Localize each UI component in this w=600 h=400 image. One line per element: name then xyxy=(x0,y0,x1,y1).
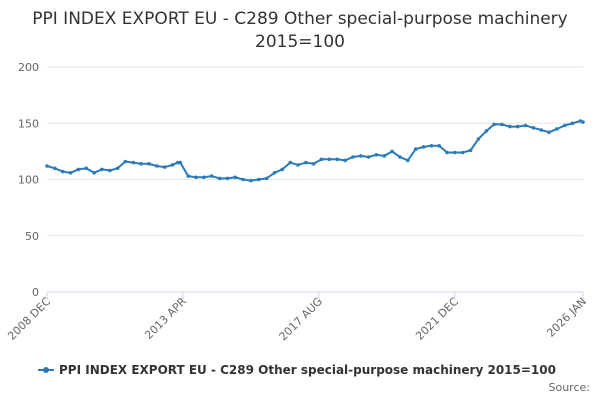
data-point[interactable] xyxy=(374,153,379,157)
y-tick-label: 100 xyxy=(18,174,39,187)
data-point[interactable] xyxy=(581,120,585,124)
data-point[interactable] xyxy=(280,167,285,172)
data-point[interactable] xyxy=(531,126,536,130)
data-point[interactable] xyxy=(304,160,308,165)
data-point[interactable] xyxy=(92,171,96,175)
gridlines xyxy=(47,66,583,237)
source-label: Source: xyxy=(548,381,591,394)
data-point[interactable] xyxy=(468,148,473,153)
data-point[interactable] xyxy=(84,166,88,171)
data-point[interactable] xyxy=(327,157,332,162)
data-point[interactable] xyxy=(68,171,73,175)
data-point[interactable] xyxy=(115,166,120,171)
data-point[interactable] xyxy=(162,165,167,169)
data-point[interactable] xyxy=(60,169,65,174)
data-point[interactable] xyxy=(555,127,559,131)
y-tick-label: 0 xyxy=(32,286,39,299)
data-point[interactable] xyxy=(139,162,143,166)
y-tick-label: 150 xyxy=(18,117,39,130)
data-point[interactable] xyxy=(155,164,159,168)
data-point[interactable] xyxy=(264,176,269,181)
data-point[interactable] xyxy=(335,157,340,162)
data-point[interactable] xyxy=(170,163,175,167)
data-point[interactable] xyxy=(319,157,324,162)
data-point[interactable] xyxy=(570,121,575,126)
data-point[interactable] xyxy=(147,162,151,166)
legend-symbol xyxy=(38,365,54,375)
data-point[interactable] xyxy=(45,164,49,168)
data-point[interactable] xyxy=(366,155,371,159)
data-point[interactable] xyxy=(233,175,238,180)
data-point[interactable] xyxy=(421,145,426,149)
x-tick-label: 2013 APR xyxy=(142,295,189,342)
data-point[interactable] xyxy=(492,122,496,127)
legend-dot xyxy=(43,367,49,373)
data-point[interactable] xyxy=(539,128,543,132)
data-point[interactable] xyxy=(406,158,410,163)
data-point[interactable] xyxy=(562,123,567,128)
data-point[interactable] xyxy=(508,124,512,129)
data-point[interactable] xyxy=(76,167,81,172)
series-line xyxy=(46,120,584,182)
y-tick-label: 50 xyxy=(25,230,39,243)
data-point[interactable] xyxy=(178,160,183,165)
chart-title: PPI INDEX EXPORT EU - C289 Other special… xyxy=(32,9,568,52)
data-point[interactable] xyxy=(351,155,355,159)
data-point[interactable] xyxy=(288,160,293,165)
data-point[interactable] xyxy=(398,155,402,159)
data-point[interactable] xyxy=(186,174,190,178)
data-point[interactable] xyxy=(296,163,300,167)
data-point[interactable] xyxy=(476,137,481,141)
data-point[interactable] xyxy=(311,162,316,166)
data-point[interactable] xyxy=(359,154,363,158)
data-point[interactable] xyxy=(202,175,206,180)
data-point[interactable] xyxy=(437,144,442,148)
data-point[interactable] xyxy=(194,175,198,180)
data-point[interactable] xyxy=(460,150,465,155)
data-point[interactable] xyxy=(390,149,394,154)
data-point[interactable] xyxy=(272,171,277,175)
data-point[interactable] xyxy=(382,154,387,158)
axes: 0 50 100 150 200 2008 DEC 2013 APR 2017 AUG 2021… xyxy=(5,61,589,343)
data-point[interactable] xyxy=(249,178,253,183)
series-area xyxy=(45,119,585,183)
data-point[interactable] xyxy=(123,159,128,164)
data-point[interactable] xyxy=(429,144,434,148)
data-point[interactable] xyxy=(413,147,418,151)
x-tick-label: 2008 DEC xyxy=(5,295,53,343)
data-point[interactable] xyxy=(257,177,261,182)
data-point[interactable] xyxy=(453,150,457,155)
data-point[interactable] xyxy=(175,160,180,165)
data-point[interactable] xyxy=(515,124,520,129)
data-point[interactable] xyxy=(500,122,504,127)
data-point[interactable] xyxy=(209,174,214,178)
data-point[interactable] xyxy=(484,129,489,133)
data-point[interactable] xyxy=(523,123,528,128)
data-point[interactable] xyxy=(217,176,222,181)
x-tick-label: 2017 AUG xyxy=(277,295,326,344)
x-tick-label: 2021 DEC xyxy=(413,295,461,343)
data-point[interactable] xyxy=(108,168,112,173)
legend-label: PPI INDEX EXPORT EU - C289 Other special… xyxy=(59,363,556,377)
data-point[interactable] xyxy=(343,158,347,163)
data-point[interactable] xyxy=(131,160,136,165)
y-tick-label: 200 xyxy=(18,61,39,74)
data-point[interactable] xyxy=(53,166,57,171)
data-point[interactable] xyxy=(241,177,245,182)
data-point[interactable] xyxy=(445,150,449,155)
x-tick-label: 2026 JAN xyxy=(544,295,589,340)
data-point[interactable] xyxy=(100,167,104,172)
legend[interactable]: PPI INDEX EXPORT EU - C289 Other special… xyxy=(38,363,556,377)
data-point[interactable] xyxy=(225,176,230,181)
data-point[interactable] xyxy=(547,130,551,135)
